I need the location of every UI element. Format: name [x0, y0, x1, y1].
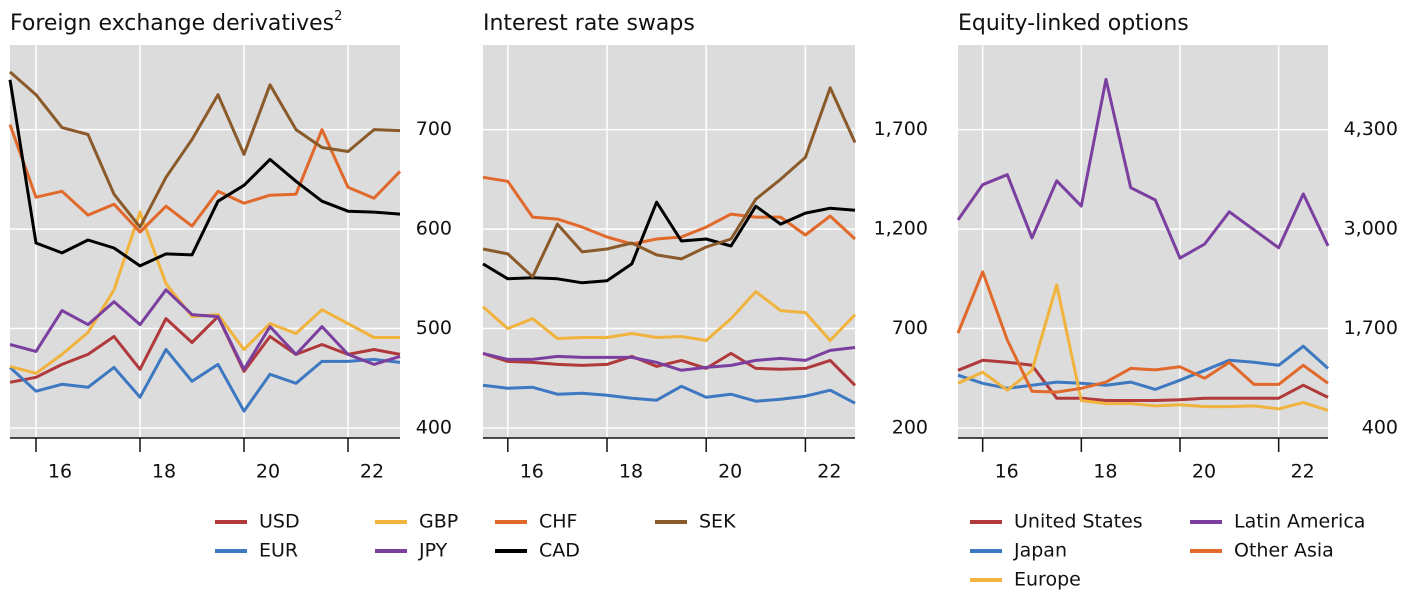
y-tick-label: 500: [416, 317, 452, 339]
legend-label: GBP: [419, 511, 458, 533]
title-superscript: 2: [334, 9, 342, 24]
x-tick-label: 18: [152, 461, 176, 483]
x-tick-label: 18: [619, 461, 643, 483]
x-tick-label: 20: [256, 461, 280, 483]
series-line: [482, 200, 856, 285]
y-tick-label: 1,700: [1344, 317, 1398, 339]
y-tick-label: 700: [416, 118, 452, 140]
y-tick-label: 3,000: [1344, 218, 1398, 240]
legend-label: JPY: [418, 540, 448, 562]
series-line: [957, 283, 1329, 412]
series-line: [8, 348, 401, 413]
y-tick-label: 700: [892, 317, 928, 339]
series-line: [9, 70, 401, 229]
legend-label: CHF: [539, 511, 577, 533]
x-tick-label: 22: [360, 461, 384, 483]
chart-title-text: Interest rate swaps: [483, 11, 695, 36]
x-tick-label: 16: [48, 461, 72, 483]
legend-label: CAD: [539, 540, 580, 562]
y-tick-label: 400: [1362, 417, 1398, 439]
legend-label: Europe: [1014, 569, 1081, 591]
legend-label: EUR: [259, 540, 298, 562]
series-line: [482, 346, 856, 372]
chart-title: Foreign exchange derivatives2: [10, 9, 342, 37]
series-line: [482, 175, 857, 246]
series-line: [8, 79, 401, 268]
y-tick-label: 4,300: [1344, 118, 1398, 140]
series-line: [482, 290, 857, 342]
y-tick-label: 1,700: [874, 118, 928, 140]
chart-title: Equity-linked options: [958, 11, 1189, 36]
x-tick-label: 22: [1291, 461, 1315, 483]
chart-title: Interest rate swaps: [483, 11, 695, 36]
series-line: [956, 270, 1329, 394]
series-line: [9, 315, 401, 384]
series-line: [956, 77, 1330, 260]
legend-label: United States: [1014, 511, 1143, 533]
x-tick-label: 18: [1093, 461, 1117, 483]
series-line: [482, 351, 857, 387]
series-line: [8, 124, 402, 234]
series-line: [9, 288, 401, 371]
legend-label: Latin America: [1234, 511, 1365, 533]
series-line: [482, 86, 857, 279]
plot-background: [10, 45, 400, 438]
y-tick-label: 400: [416, 417, 452, 439]
x-tick-label: 20: [1192, 461, 1216, 483]
chart-title-text: Equity-linked options: [958, 11, 1189, 36]
legend-label: SEK: [699, 511, 736, 533]
y-tick-label: 1,200: [874, 218, 928, 240]
legend-label: USD: [259, 511, 300, 533]
y-tick-label: 600: [416, 218, 452, 240]
series-line: [482, 383, 856, 405]
legend-label: Japan: [1013, 540, 1067, 562]
x-tick-label: 16: [520, 461, 544, 483]
x-tick-label: 22: [817, 461, 841, 483]
plot-background: [958, 45, 1328, 438]
y-tick-label: 200: [892, 417, 928, 439]
legend-label: Other Asia: [1234, 540, 1334, 562]
x-tick-label: 16: [995, 461, 1019, 483]
chart-title-text: Foreign exchange derivatives: [10, 11, 334, 36]
plot-background: [483, 45, 855, 438]
series-line: [957, 344, 1330, 391]
x-tick-label: 20: [718, 461, 742, 483]
